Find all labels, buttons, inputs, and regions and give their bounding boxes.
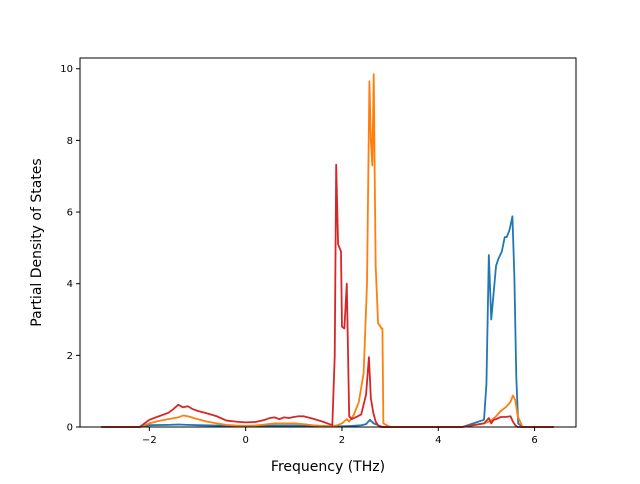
series-line-2 bbox=[101, 73, 554, 428]
x-axis-label: Frequency (THz) bbox=[271, 459, 385, 475]
y-axis-ticks: 0 2 4 6 8 10 bbox=[60, 64, 80, 434]
x-tick-label: 4 bbox=[435, 435, 441, 446]
x-tick-label: 6 bbox=[531, 435, 537, 446]
x-tick-label: 0 bbox=[242, 435, 248, 446]
x-tick-label: −2 bbox=[142, 435, 157, 446]
y-tick-label: 10 bbox=[60, 64, 73, 75]
y-tick-label: 4 bbox=[67, 279, 73, 290]
y-axis-label: Partial Density of States bbox=[29, 158, 45, 326]
y-tick-label: 2 bbox=[67, 351, 73, 362]
y-tick-label: 8 bbox=[67, 136, 73, 147]
x-axis-ticks: −2 0 2 4 6 bbox=[142, 427, 538, 446]
y-tick-label: 6 bbox=[67, 208, 73, 219]
plot-area bbox=[80, 58, 576, 427]
series-group bbox=[101, 73, 554, 428]
y-tick-label: 0 bbox=[67, 423, 73, 434]
x-tick-label: 2 bbox=[339, 435, 345, 446]
series-line-3 bbox=[101, 163, 554, 428]
plot-frame bbox=[79, 57, 577, 428]
